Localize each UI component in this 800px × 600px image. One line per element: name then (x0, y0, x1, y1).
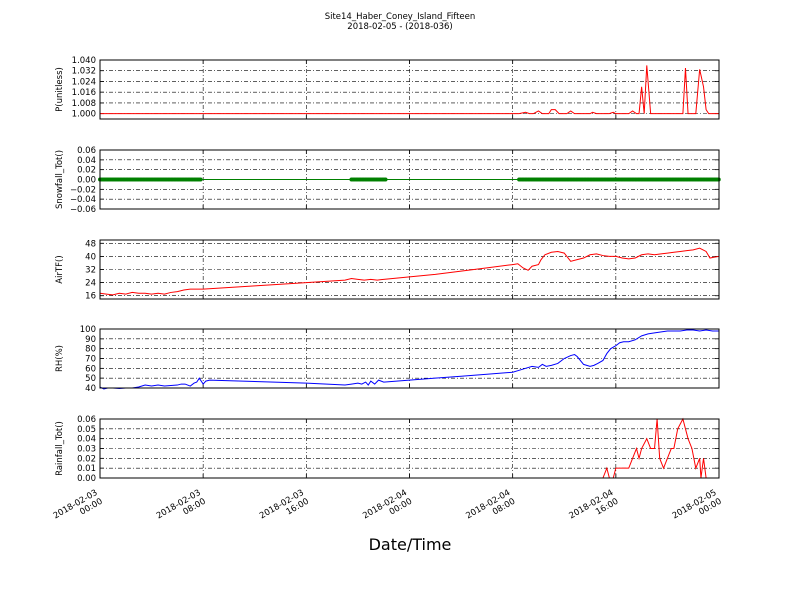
y-tick-label: 48 (85, 239, 96, 249)
y-axis-label: Rainfall_Tot() (55, 421, 65, 476)
y-tick-label: 40 (85, 252, 96, 262)
y-tick-label: 60 (85, 364, 96, 374)
y-axis-label: Snowfall_Tot() (55, 150, 65, 209)
y-tick-label: 0.04 (77, 435, 96, 445)
x-tick-label: 2018-02-0408:00 (464, 488, 517, 530)
x-axis: 2018-02-0300:00 2018-02-0308:00 2018-02-03… (52, 488, 724, 530)
series-line (100, 417, 719, 479)
y-axis-label: AirTF() (55, 255, 65, 283)
y-tick-label: 16 (85, 292, 96, 302)
y-tick-label: 0.06 (77, 415, 96, 425)
y-tick-label: −0.02 (70, 185, 96, 195)
y-tick-label: 40 (85, 384, 96, 394)
panel-frame (99, 239, 720, 300)
x-tick-label: 2018-02-0308:00 (155, 488, 208, 530)
y-tick-label: 1.016 (72, 88, 96, 98)
x-tick-label: 2018-02-0416:00 (568, 488, 621, 530)
series-line (99, 247, 720, 296)
y-tick-label: 0.00 (77, 176, 96, 186)
y-tick-label: 1.008 (72, 99, 96, 109)
y-tick-label: 1.032 (72, 67, 96, 77)
chart-panel-5: 0.000.010.020.030.040.050.06 Rainfall_Tot… (55, 415, 720, 484)
y-tick-label: 0.00 (77, 474, 96, 484)
y-tick-label: 100 (80, 325, 96, 335)
chart-title: Site14_Haber_Coney_Island_Fifteen (325, 12, 476, 22)
panel-frame (99, 59, 720, 120)
y-tick-label: 80 (85, 345, 96, 355)
x-tick-label: 2018-02-0500:00 (671, 488, 724, 530)
chart-subtitle: 2018-02-05 - (2018-036) (347, 22, 452, 32)
y-tick-label: 1.040 (72, 56, 96, 66)
y-tick-label: 70 (85, 355, 96, 365)
x-tick-label: 2018-02-0400:00 (361, 488, 414, 530)
y-tick-label: 0.03 (77, 445, 96, 455)
series-line (100, 65, 719, 115)
y-tick-label: 50 (85, 374, 96, 384)
y-tick-label: 90 (85, 335, 96, 345)
y-tick-label: 0.04 (77, 156, 96, 166)
chart-panel-3: 16 24 32 40 48 AirTF() (55, 239, 720, 302)
y-tick-label: 1.024 (72, 77, 96, 87)
y-tick-label: 0.02 (77, 166, 96, 176)
x-tick-label: 2018-02-0300:00 (52, 488, 105, 530)
x-axis-label: Date/Time (369, 535, 452, 554)
chart-panel-2: −0.06−0.04−0.020.000.020.040.06 Snowfall_… (55, 146, 721, 215)
y-tick-label: −0.04 (70, 195, 96, 205)
panel-frame (99, 149, 720, 210)
y-tick-label: 0.05 (77, 425, 96, 435)
data-point (198, 177, 203, 182)
data-point (383, 177, 388, 182)
y-tick-label: 0.02 (77, 454, 96, 464)
y-tick-label: 1.000 (72, 110, 96, 120)
panel-frame (99, 418, 720, 479)
x-tick-label: 2018-02-0316:00 (258, 488, 311, 530)
y-tick-label: 0.01 (77, 464, 96, 474)
y-tick-label: 32 (85, 266, 96, 276)
y-tick-label: 24 (85, 279, 96, 289)
y-axis-label: RH(%) (55, 345, 65, 372)
panel-frame (99, 328, 720, 389)
series-line (99, 329, 719, 390)
y-tick-label: −0.06 (70, 205, 96, 215)
y-axis-label: P(unitless) (55, 67, 65, 112)
y-tick-label: 0.06 (77, 146, 96, 156)
